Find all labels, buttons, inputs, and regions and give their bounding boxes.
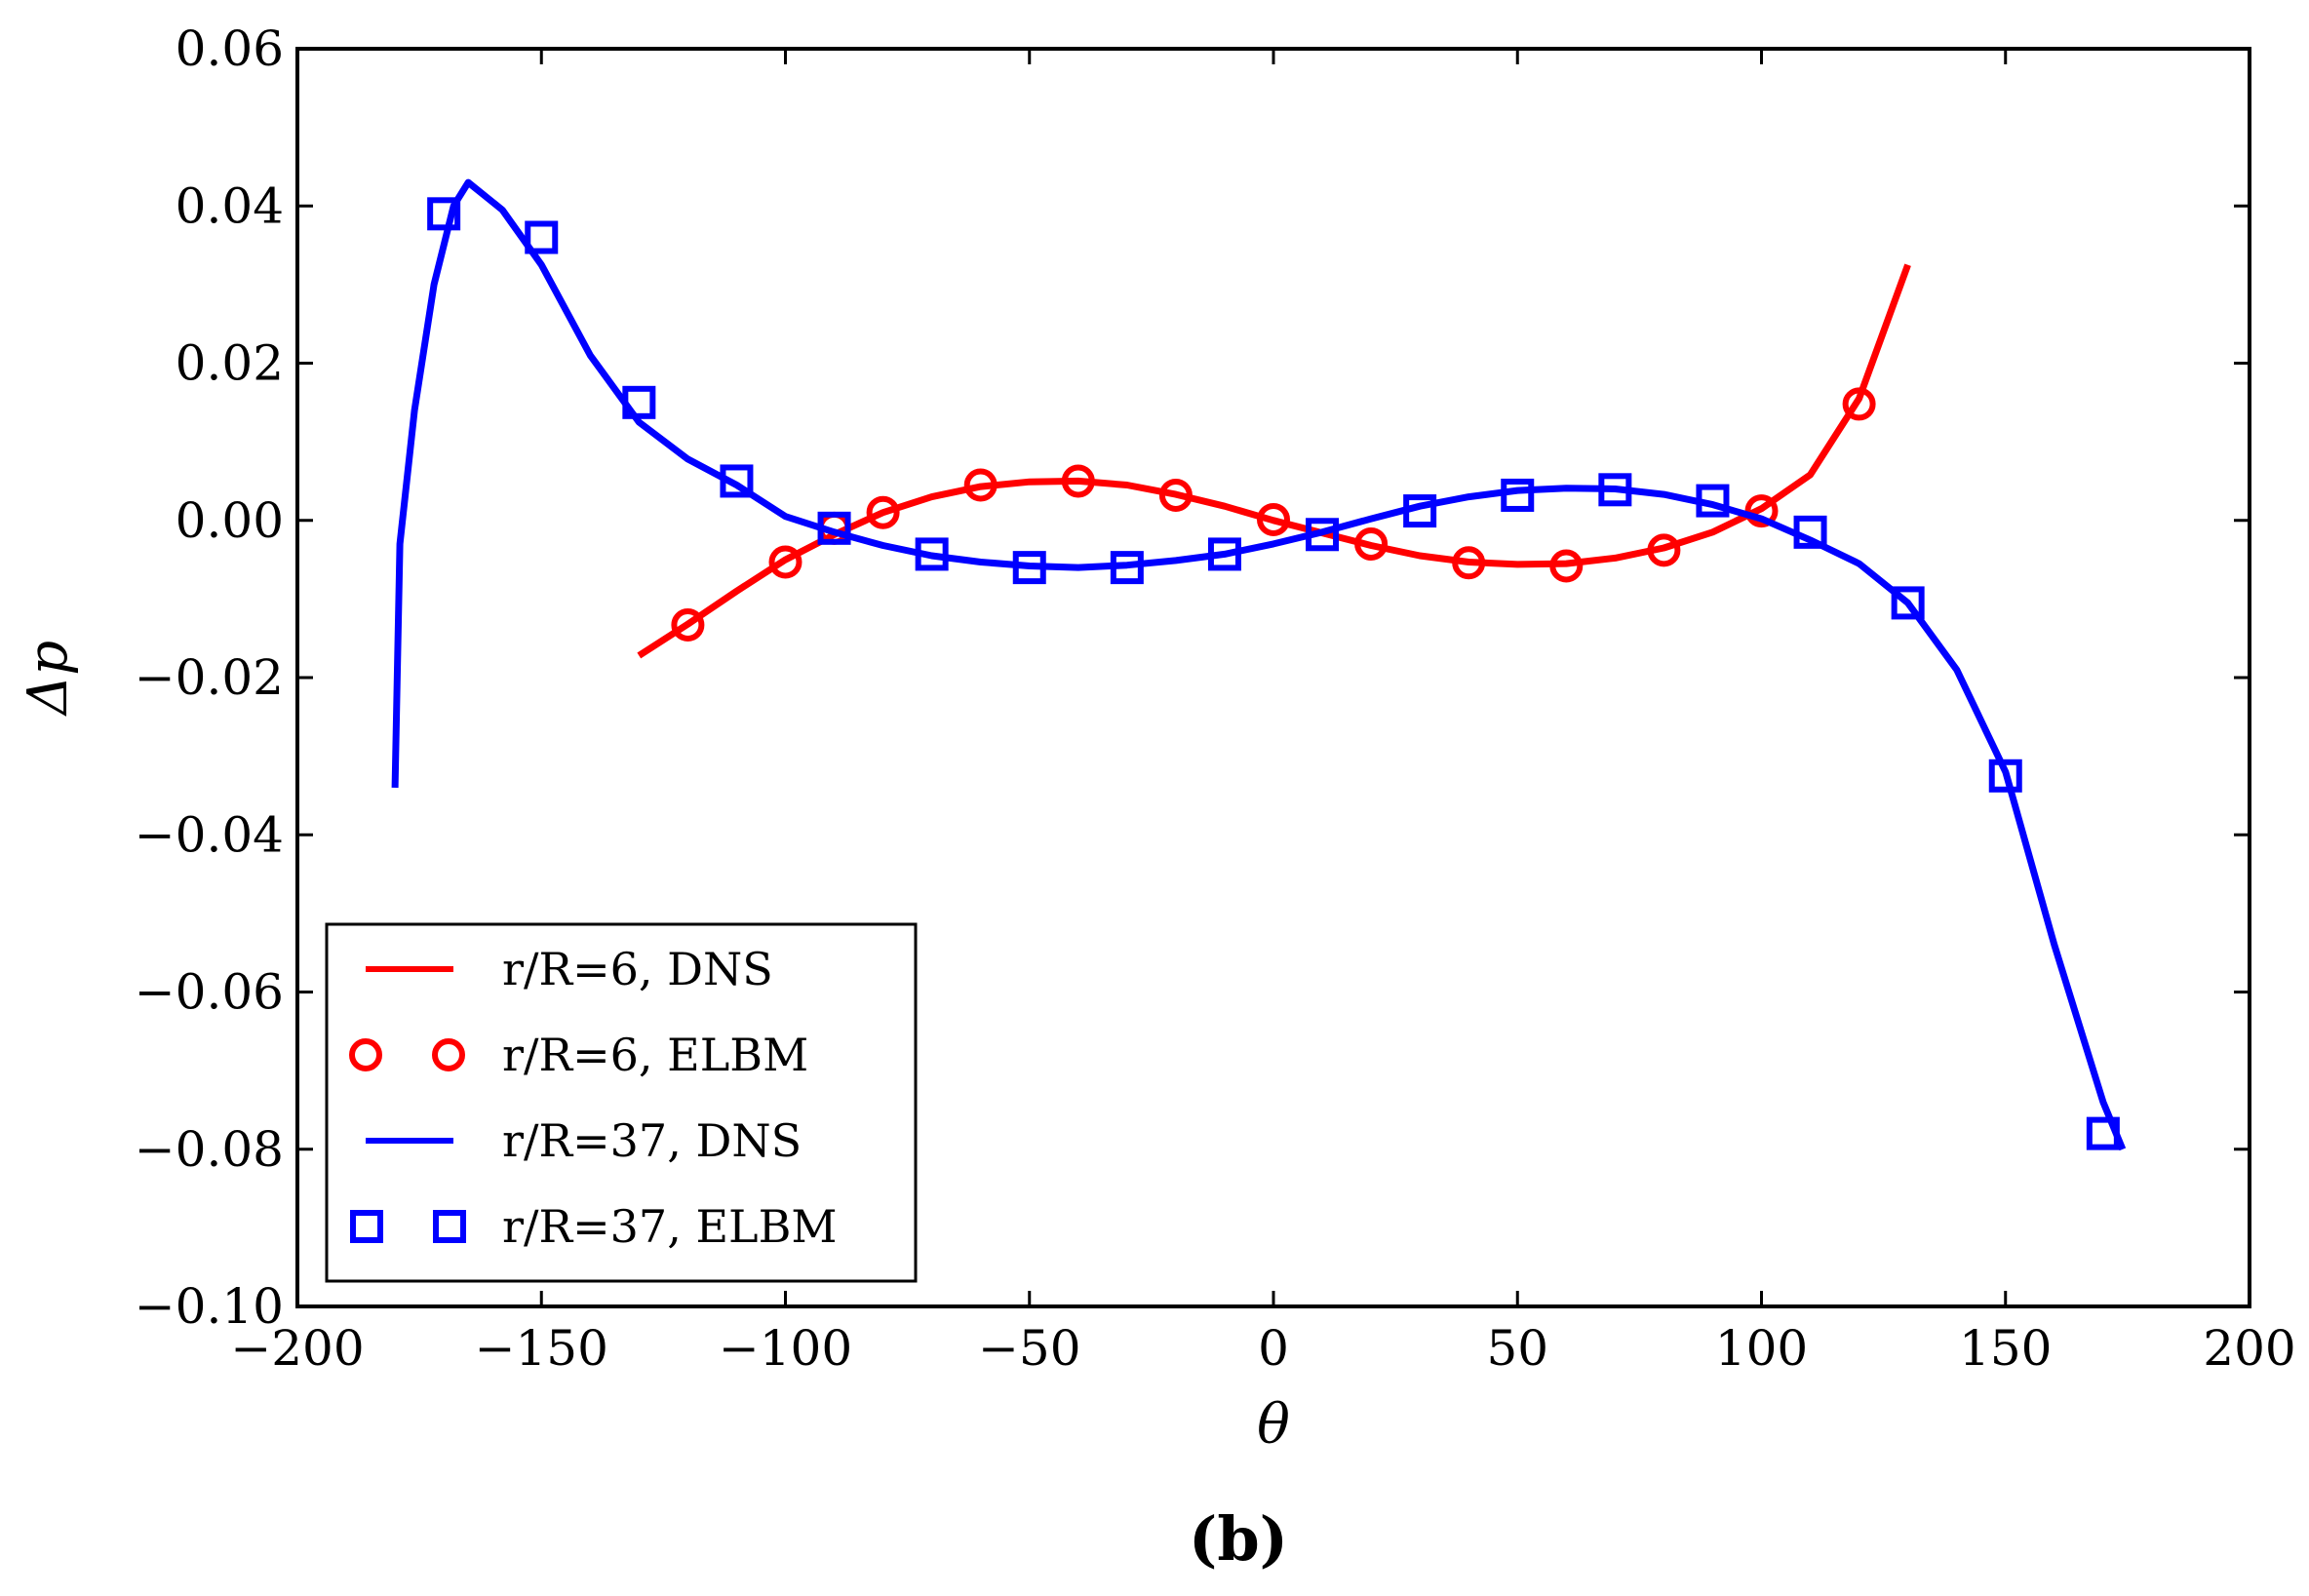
data-point-square bbox=[1988, 759, 2022, 793]
data-point-circle bbox=[1549, 549, 1584, 583]
x-tick-label: 150 bbox=[1959, 1320, 2052, 1377]
x-tick-label: 200 bbox=[2203, 1320, 2295, 1377]
legend-swatch-blue-square bbox=[433, 1210, 466, 1243]
data-point-square bbox=[1403, 494, 1437, 528]
data-point-circle bbox=[671, 607, 705, 642]
data-point-circle bbox=[1647, 533, 1681, 567]
data-point-square bbox=[1306, 518, 1340, 552]
y-tick-label: 0.00 bbox=[176, 492, 284, 549]
ticks-layer: −200 −150 −100 −50 0 50 100 150 200 0.06 0.04 0.02 0… bbox=[135, 20, 2296, 1377]
x-tick-label: 100 bbox=[1715, 1320, 1808, 1377]
y-tick-label: 0.02 bbox=[176, 335, 284, 392]
legend-label-blue-elbm: r/R=37, ELBM bbox=[502, 1200, 837, 1253]
data-point-square bbox=[817, 511, 851, 545]
legend-entry-blue-elbm: r/R=37, ELBM bbox=[350, 1200, 837, 1253]
y-tick-label: 0.04 bbox=[176, 177, 284, 234]
data-point-square bbox=[525, 220, 559, 254]
y-axis-label: Δp bbox=[17, 641, 80, 717]
data-point-circle bbox=[866, 495, 900, 529]
x-tick-label: −200 bbox=[230, 1320, 364, 1377]
data-point-circle bbox=[1158, 478, 1193, 512]
y-tick-label: 0.06 bbox=[176, 20, 284, 77]
y-tick-label: −0.06 bbox=[135, 964, 284, 1021]
legend-entry-red-elbm: r/R=6, ELBM bbox=[349, 1029, 808, 1081]
figure-caption: (b) bbox=[1189, 1503, 1288, 1575]
x-tick-label: −150 bbox=[475, 1320, 608, 1377]
legend-label-red-dns: r/R=6, DNS bbox=[502, 943, 773, 995]
data-point-circle bbox=[1744, 494, 1779, 528]
data-point-square bbox=[427, 197, 461, 231]
data-point-square bbox=[1696, 484, 1730, 518]
x-tick-label: −50 bbox=[978, 1320, 1081, 1377]
data-point-square bbox=[2086, 1116, 2120, 1150]
data-point-circle bbox=[1061, 464, 1095, 498]
data-point-circle bbox=[1354, 526, 1389, 561]
data-point-square bbox=[1207, 537, 1241, 571]
x-tick-label: 0 bbox=[1258, 1320, 1289, 1377]
legend-frame bbox=[325, 922, 918, 1283]
legend-entry-red-dns: r/R=6, DNS bbox=[366, 943, 773, 995]
y-tick-label: −0.08 bbox=[135, 1121, 284, 1178]
data-point-square bbox=[1891, 586, 1925, 620]
legend-label-blue-dns: r/R=37, DNS bbox=[502, 1114, 802, 1167]
data-point-square bbox=[1110, 551, 1144, 585]
legend-swatch-red-circle bbox=[349, 1038, 382, 1071]
y-tick-label: −0.04 bbox=[135, 806, 284, 863]
data-point-square bbox=[915, 537, 949, 571]
data-point-square bbox=[1793, 515, 1827, 549]
legend-label-red-elbm: r/R=6, ELBM bbox=[502, 1029, 808, 1081]
legend-entry-blue-dns: r/R=37, DNS bbox=[366, 1114, 802, 1167]
legend-swatch-red-circle bbox=[432, 1038, 465, 1071]
data-point-square bbox=[1012, 551, 1046, 585]
data-point-circle bbox=[768, 545, 802, 579]
series-layer bbox=[391, 178, 2127, 1151]
x-tick-label: 50 bbox=[1486, 1320, 1548, 1377]
data-point-square bbox=[720, 464, 754, 498]
data-point-circle bbox=[963, 468, 998, 502]
data-point-square bbox=[622, 385, 656, 419]
legend: r/R=6, DNS r/R=6, ELBM r/R=37, DNS r/R=3… bbox=[325, 922, 918, 1283]
data-point-circle bbox=[1257, 502, 1290, 536]
data-point-square bbox=[1598, 473, 1632, 507]
data-point-square bbox=[1501, 478, 1535, 512]
x-axis-label: θ bbox=[1257, 1393, 1290, 1457]
y-tick-label: −0.02 bbox=[135, 649, 284, 706]
data-point-circle bbox=[1842, 387, 1876, 421]
legend-swatch-blue-square bbox=[350, 1210, 383, 1243]
y-tick-label: −0.10 bbox=[135, 1278, 284, 1335]
data-point-circle bbox=[1452, 546, 1486, 580]
x-tick-label: −100 bbox=[719, 1320, 852, 1377]
